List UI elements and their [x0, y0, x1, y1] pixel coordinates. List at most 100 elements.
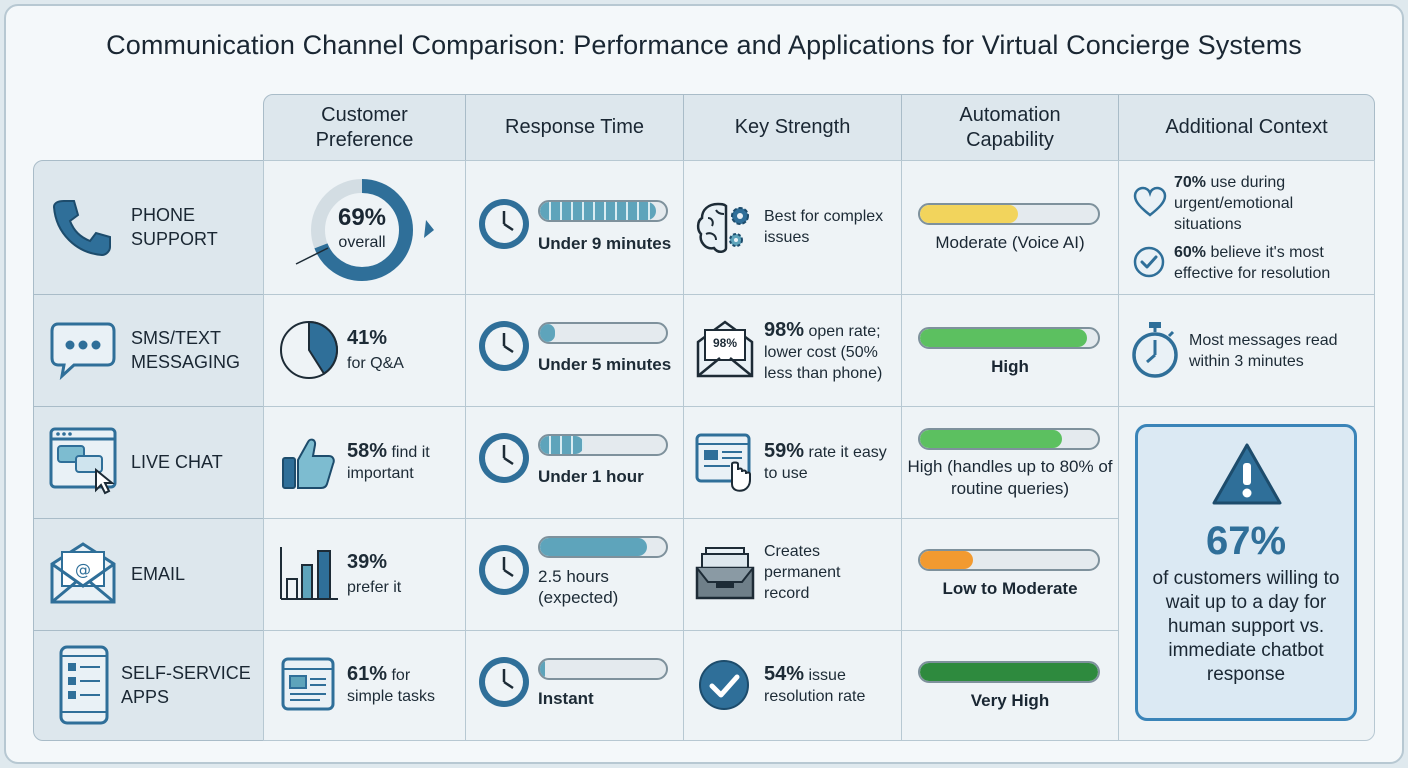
check-circle-icon — [1133, 246, 1165, 278]
clock-icon — [479, 657, 529, 707]
self-service-strength-text: 54% issue resolution rate — [764, 664, 894, 707]
clock-icon — [479, 433, 529, 483]
response-time-bar-fill — [540, 436, 585, 454]
automation-bar — [918, 327, 1100, 349]
envelope-icon: @ — [50, 542, 116, 604]
phone-strength-text: Best for complex issues — [764, 208, 884, 246]
header-key-strength-label: Key Strength — [734, 116, 851, 138]
mobile-app-icon — [59, 645, 109, 725]
header-key-strength: Key Strength — [683, 94, 902, 161]
chat-pref-percent: 58% — [347, 440, 388, 462]
automation-text: High (handles up to 80% of routine queri… — [907, 457, 1113, 498]
sms-strength-value: 98% — [764, 319, 805, 341]
email-pref-value: 39% — [347, 551, 388, 573]
table-cell — [901, 518, 1119, 631]
checkmark-icon — [699, 660, 749, 710]
clock-icon — [479, 199, 529, 249]
callout-value: 67% — [1205, 519, 1287, 563]
phone-context-2: 60% believe it's most effective for reso… — [1174, 242, 1364, 284]
phone-context-2-text: believe it's most effective for resoluti… — [1174, 244, 1331, 282]
response-time-bar-fill — [540, 660, 546, 678]
response-time-bar — [538, 658, 668, 680]
chat-strength-text: 59% rate it easy to use — [764, 441, 894, 484]
thumbs-up-icon — [282, 438, 335, 489]
automation-bar-fill — [920, 663, 1098, 681]
chat-pref-value: 58% find it important — [347, 441, 459, 484]
response-time-bar-fill — [540, 324, 556, 342]
clock-icon — [479, 545, 529, 595]
table-cell — [901, 294, 1119, 407]
header-customer-preference: Customer Preference — [263, 94, 466, 161]
table-cell — [901, 160, 1119, 295]
phone-context-1: 70% use during urgent/emotional situatio… — [1174, 172, 1354, 235]
chat-strength-value: 59% — [764, 440, 805, 462]
channel-name-email: EMAIL — [131, 564, 186, 584]
envelope-open-rate-icon — [696, 320, 754, 378]
channel-name-self-service: SELF-SERVICE APPS — [121, 663, 251, 707]
preference-donut-chart — [295, 179, 434, 281]
table-cell — [901, 630, 1119, 741]
channel-name-sms: SMS/TEXT MESSAGING — [131, 328, 241, 372]
channel-name-chat: LIVE CHAT — [131, 452, 223, 472]
response-time-bar — [538, 322, 668, 344]
header-response-time-label: Response Time — [505, 116, 644, 138]
callout-box: 67% of customers willing to wait up to a… — [1135, 424, 1357, 721]
stopwatch-icon — [1132, 322, 1178, 378]
response-time-bar — [538, 200, 668, 222]
preference-donut-arc — [311, 179, 413, 281]
phone-context-2-value: 60% — [1174, 244, 1207, 261]
automation-bar-fill — [920, 329, 1088, 347]
phone-icon — [52, 200, 111, 257]
header-customer-preference-label: Customer Preference — [315, 103, 414, 151]
browser-click-icon — [695, 433, 751, 492]
bar-chart-icon — [280, 547, 338, 600]
email-pref-text: prefer it — [347, 579, 402, 596]
phone-pref-value: 69% — [337, 204, 387, 231]
callout-text: of customers willing to wait up to a day… — [1152, 568, 1340, 685]
header-automation: Automation Capability — [901, 94, 1119, 161]
response-time-text: Under 1 hour — [538, 467, 644, 486]
automation-bar-fill — [920, 430, 1063, 448]
response-time-text: Under 9 minutes — [538, 234, 672, 253]
table-cell — [263, 406, 466, 519]
brain-gear-icon — [696, 202, 749, 253]
table-cell — [1118, 160, 1375, 295]
phone-context-1-value: 70% — [1174, 174, 1207, 191]
table-cell — [683, 160, 902, 295]
chat-strength-desc: rate it easy to use — [764, 444, 887, 482]
clock-icon — [479, 321, 529, 371]
warning-icon — [1212, 443, 1282, 505]
self-service-pref-value: 61% for simple tasks — [347, 664, 459, 707]
automation-text: High — [991, 357, 1029, 376]
automation-text: Low to Moderate — [942, 579, 1078, 598]
table-cell — [263, 518, 466, 631]
table-cell — [901, 406, 1119, 519]
header-context-label: Additional Context — [1165, 116, 1328, 138]
response-time-text: Instant — [538, 689, 594, 708]
sms-strength-desc: open rate; lower cost (50% less than pho… — [764, 323, 883, 382]
channel-name-phone: PHONE SUPPORT — [131, 205, 218, 249]
archive-tray-icon — [695, 547, 755, 600]
sms-pref-value: 41% — [347, 327, 388, 349]
header-automation-label: Automation Capability — [959, 103, 1061, 151]
phone-pref-text: overall — [338, 234, 386, 251]
automation-bar — [918, 203, 1100, 225]
automation-bar-fill — [920, 551, 974, 569]
header-context: Additional Context — [1118, 94, 1375, 161]
response-time-text: Under 5 minutes — [538, 355, 672, 374]
svg-text:@: @ — [75, 560, 91, 579]
heart-icon — [1133, 186, 1167, 217]
response-time-bar-fill — [540, 202, 656, 220]
pie-chart-slice — [308, 320, 338, 376]
chat-bubble-icon — [50, 322, 116, 380]
automation-text: Moderate (Voice AI) — [935, 233, 1085, 252]
email-strength-text: Creates permanent record — [764, 543, 841, 602]
pie-chart-icon — [280, 320, 338, 379]
automation-bar — [918, 661, 1100, 683]
header-response-time: Response Time — [465, 94, 684, 161]
automation-text: Very High — [970, 691, 1050, 710]
app-window-icon — [281, 657, 335, 711]
sms-context-text: Most messages read within 3 minutes — [1189, 332, 1338, 370]
phone-context-1-text: use during urgent/emotional situations — [1174, 174, 1294, 233]
page-title: Communication Channel Comparison: Perfor… — [106, 30, 1302, 60]
